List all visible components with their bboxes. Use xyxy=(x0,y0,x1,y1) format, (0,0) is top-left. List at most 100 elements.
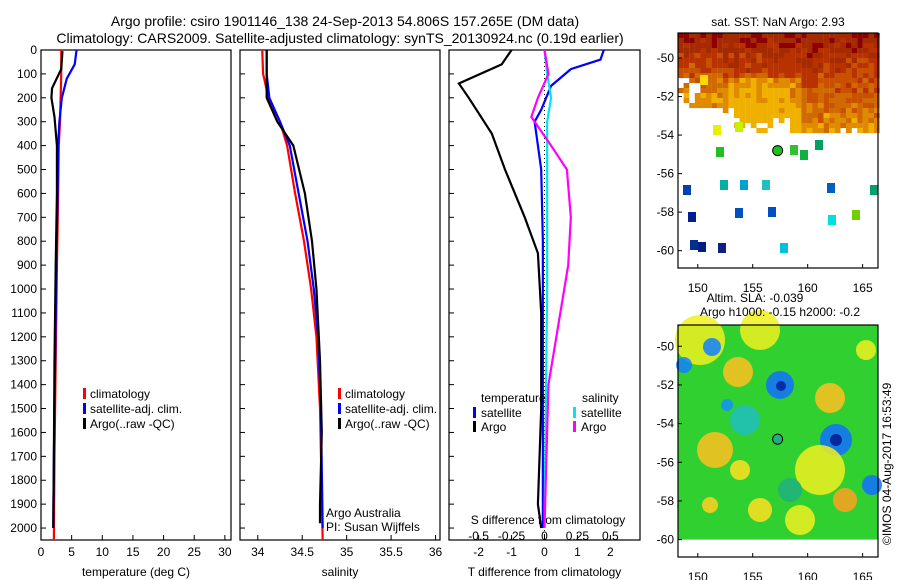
sst-cell xyxy=(713,125,721,135)
sst-cell xyxy=(870,185,878,195)
sst-cell xyxy=(862,43,869,49)
sst-cell xyxy=(818,33,824,39)
series-line-satellite-adj-clim- xyxy=(52,49,78,529)
sst-cell xyxy=(689,33,695,39)
sst-cell xyxy=(706,83,712,89)
sst-cell xyxy=(689,38,695,44)
sst-cell xyxy=(750,33,757,39)
sst-cell xyxy=(829,53,835,59)
sst-cell xyxy=(762,83,768,89)
y-tick-label: 400 xyxy=(17,139,37,153)
sst-cell xyxy=(734,98,740,104)
sst-cell xyxy=(722,53,729,59)
sst-cell xyxy=(857,43,863,49)
sst-cell xyxy=(773,48,779,54)
sst-cell xyxy=(840,48,847,54)
sst-cell xyxy=(756,118,763,124)
sst-cell xyxy=(874,103,880,109)
sst-cell xyxy=(778,58,785,64)
sst-cell xyxy=(862,123,869,129)
sst-cell xyxy=(734,68,740,74)
sst-cell xyxy=(834,128,841,134)
sst-cell xyxy=(834,33,841,39)
sst-cell xyxy=(700,63,707,69)
sst-cell xyxy=(745,73,751,79)
sst-cell xyxy=(815,140,823,150)
lon-tick-label: 160 xyxy=(798,570,818,580)
legend-swatch xyxy=(338,388,341,399)
sst-cell xyxy=(812,113,819,119)
series-line-t-argo xyxy=(457,49,543,529)
y-tick-label: 1700 xyxy=(10,449,37,463)
sla-anomaly xyxy=(702,497,718,513)
sst-cell xyxy=(857,128,863,134)
sst-cell xyxy=(823,63,830,69)
sst-cell xyxy=(756,38,763,44)
series-line-argo-raw-qc- xyxy=(50,51,64,529)
sst-cell xyxy=(784,98,791,104)
series-line-argo-raw-qc- xyxy=(265,50,323,524)
lat-tick-label: -58 xyxy=(657,494,675,508)
sst-cell xyxy=(694,93,701,99)
sst-cell xyxy=(739,118,746,124)
sst-cell xyxy=(857,58,863,64)
sst-cell xyxy=(750,88,757,94)
sst-cell xyxy=(862,33,869,39)
sst-cell xyxy=(745,58,751,64)
sst-cell xyxy=(683,33,690,39)
sst-cell xyxy=(694,63,701,69)
sst-cell xyxy=(722,73,729,79)
sst-cell xyxy=(717,98,723,104)
y-tick-label: 500 xyxy=(17,163,37,177)
sst-cell xyxy=(734,103,740,109)
sst-cell xyxy=(717,43,723,49)
sst-cell xyxy=(795,78,802,84)
sst-cell xyxy=(734,38,740,44)
sst-cell xyxy=(857,123,863,129)
sst-cell xyxy=(851,53,858,59)
sst-cell xyxy=(823,48,830,54)
sst-cell xyxy=(689,48,695,54)
sst-cell xyxy=(834,63,841,69)
sst-cell xyxy=(778,78,785,84)
y-tick-label: 1000 xyxy=(10,282,37,296)
sst-cell xyxy=(874,48,880,54)
sst-cell xyxy=(806,73,813,79)
legend-label: climatology xyxy=(345,387,405,401)
sst-cell xyxy=(706,48,712,54)
sla-anomaly xyxy=(703,338,721,356)
title-line1: Argo profile: csiro 1901146_138 24-Sep-2… xyxy=(111,13,579,29)
sst-cell xyxy=(778,43,785,49)
sst-cell xyxy=(756,58,763,64)
sst-cell xyxy=(868,78,875,84)
temperature-panel: 0 5 10 15 20 25 30 temperature (deg C) 0 100 200 30… xyxy=(10,43,232,579)
sst-cell xyxy=(823,68,830,74)
y-tick-label: 0 xyxy=(30,43,37,57)
sst-cell xyxy=(851,33,858,39)
sst-cell xyxy=(716,147,724,157)
sst-cell xyxy=(846,63,852,69)
sst-cell xyxy=(784,68,791,74)
sst-cell xyxy=(806,78,813,84)
sst-cell xyxy=(689,53,695,59)
sst-cell xyxy=(739,108,746,114)
sst-cell xyxy=(745,93,751,99)
sst-cell xyxy=(778,63,785,69)
sst-cell xyxy=(846,88,852,94)
sst-cell xyxy=(689,68,695,74)
sst-cell xyxy=(711,93,718,99)
sst-cell xyxy=(762,103,768,109)
sst-cell xyxy=(874,83,880,89)
sst-cell xyxy=(700,75,708,85)
x-tick-label: 25 xyxy=(188,545,202,559)
sst-cell xyxy=(773,33,779,39)
sst-cell xyxy=(762,98,768,104)
sst-cell xyxy=(829,83,835,89)
sst-cell xyxy=(767,108,774,114)
sst-cell xyxy=(756,108,763,114)
sst-cell xyxy=(773,103,779,109)
sst-cell xyxy=(795,38,802,44)
sst-cell xyxy=(795,88,802,94)
y-tick-label: 1400 xyxy=(10,378,37,392)
sst-cell xyxy=(790,123,796,129)
